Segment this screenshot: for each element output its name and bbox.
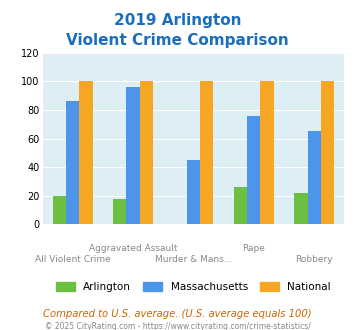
Text: Murder & Mans...: Murder & Mans... xyxy=(155,255,232,264)
Bar xyxy=(234,187,247,224)
Bar xyxy=(140,82,153,224)
Text: Violent Crime Comparison: Violent Crime Comparison xyxy=(66,33,289,48)
Bar xyxy=(53,196,66,224)
Text: 2019 Arlington: 2019 Arlington xyxy=(114,13,241,28)
Bar xyxy=(200,82,213,224)
Bar xyxy=(126,87,140,224)
Bar xyxy=(294,193,307,224)
Legend: Arlington, Massachusetts, National: Arlington, Massachusetts, National xyxy=(52,278,335,296)
Text: Compared to U.S. average. (U.S. average equals 100): Compared to U.S. average. (U.S. average … xyxy=(43,309,312,318)
Bar xyxy=(247,116,261,224)
Text: All Violent Crime: All Violent Crime xyxy=(35,255,111,264)
Bar xyxy=(66,101,80,224)
Bar xyxy=(187,160,200,224)
Text: Robbery: Robbery xyxy=(295,255,333,264)
Text: © 2025 CityRating.com - https://www.cityrating.com/crime-statistics/: © 2025 CityRating.com - https://www.city… xyxy=(45,322,310,330)
Text: Rape: Rape xyxy=(242,244,265,253)
Bar xyxy=(321,82,334,224)
Bar xyxy=(80,82,93,224)
Bar xyxy=(261,82,274,224)
Text: Aggravated Assault: Aggravated Assault xyxy=(89,244,178,253)
Bar xyxy=(113,199,126,224)
Bar xyxy=(307,131,321,224)
